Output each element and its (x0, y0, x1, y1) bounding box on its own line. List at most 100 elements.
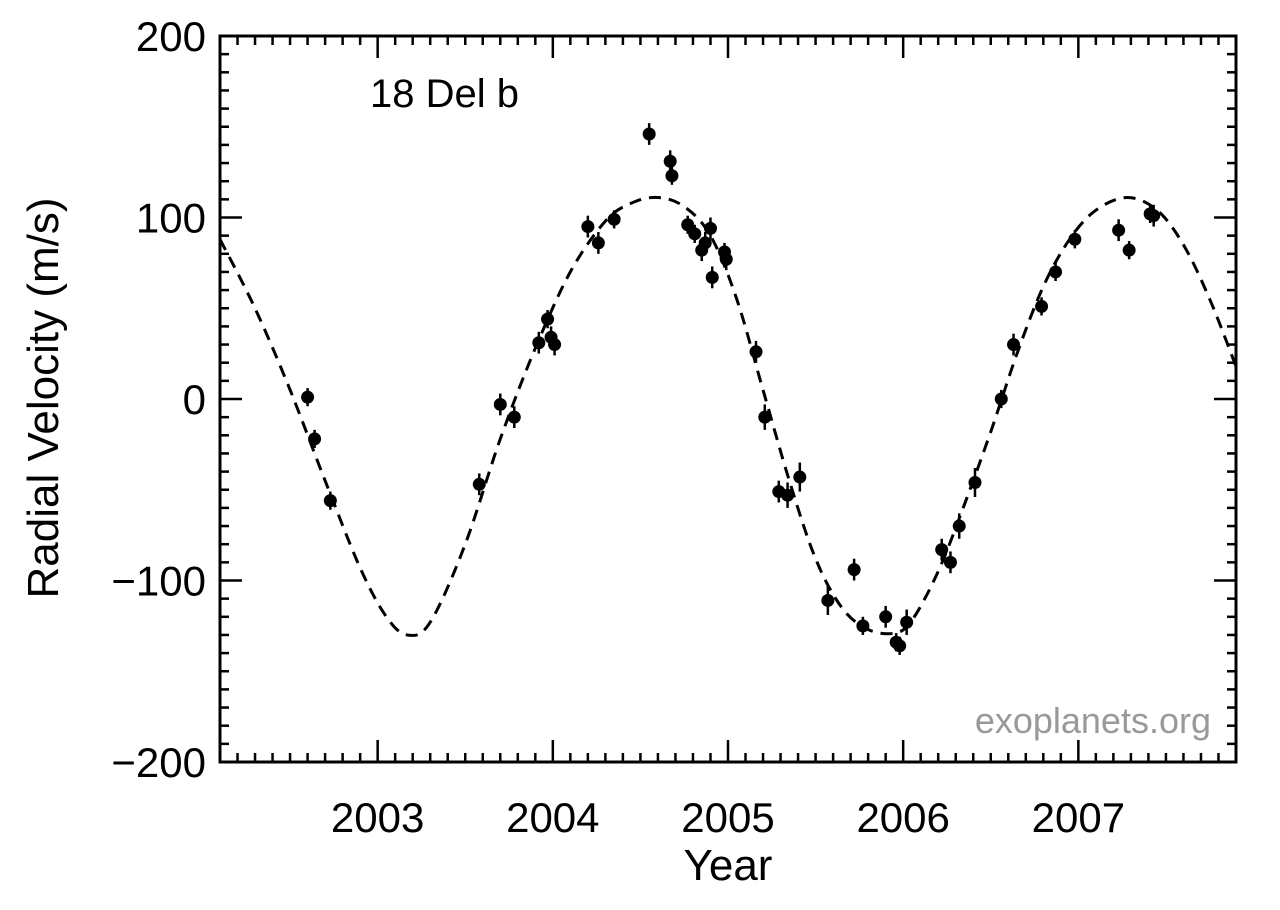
data-point (749, 340, 763, 363)
data-marker (749, 345, 763, 359)
axis-ticks-layer (218, 34, 1238, 764)
data-marker (879, 610, 893, 624)
y-tick-label: 100 (136, 195, 206, 242)
data-point (879, 605, 893, 628)
x-tick-label: 2004 (506, 794, 599, 841)
x-axis-title: Year (684, 841, 773, 890)
data-point (507, 406, 521, 429)
data-point (847, 558, 861, 581)
data-point (781, 482, 795, 508)
data-point (541, 310, 555, 329)
data-point (591, 232, 605, 254)
data-marker (301, 390, 315, 404)
data-point (1007, 333, 1021, 356)
data-marker (821, 593, 835, 607)
data-marker (994, 392, 1008, 406)
data-point (900, 609, 914, 635)
planet-name-annotation: 18 Del b (370, 72, 519, 116)
data-point (493, 393, 507, 416)
data-point (994, 389, 1008, 409)
data-marker (493, 397, 507, 411)
tick-labels-layer: 2003 2004 2005 2006 2007 −200 −100 0 100 200 (111, 13, 1125, 841)
data-marker (642, 127, 656, 141)
data-point (1147, 204, 1161, 227)
data-points-layer (301, 123, 1161, 655)
data-marker (893, 639, 907, 653)
data-point (1112, 219, 1126, 242)
data-marker (663, 154, 677, 168)
data-point (856, 616, 870, 635)
data-point (301, 388, 315, 407)
data-marker (688, 227, 702, 241)
data-marker (541, 312, 555, 326)
x-tick-label: 2005 (681, 794, 774, 841)
data-point (893, 636, 907, 655)
data-point (323, 491, 337, 510)
y-tick-label: 200 (136, 13, 206, 60)
data-point (698, 232, 712, 254)
data-point (1122, 241, 1136, 260)
data-point (705, 266, 719, 289)
data-marker (793, 470, 807, 484)
data-marker (943, 555, 957, 569)
data-point (1068, 230, 1082, 249)
data-point (472, 473, 486, 496)
data-point (532, 331, 546, 354)
x-tick-label: 2007 (1032, 794, 1125, 841)
y-axis-title: Radial Velocity (m/s) (19, 197, 68, 598)
data-point (1049, 262, 1063, 282)
y-tick-label: −100 (111, 558, 206, 605)
data-point (952, 513, 966, 539)
data-point (719, 248, 733, 271)
data-marker (532, 336, 546, 350)
data-marker (681, 218, 695, 232)
data-point (935, 538, 949, 561)
data-point (548, 333, 562, 356)
data-marker (856, 619, 870, 633)
data-point (821, 585, 835, 615)
data-marker (758, 410, 772, 424)
data-marker (935, 543, 949, 557)
data-marker (607, 212, 621, 226)
data-point (943, 551, 957, 574)
data-marker (1147, 209, 1161, 223)
data-marker (1049, 265, 1063, 279)
data-marker (952, 519, 966, 533)
watermark: exoplanets.org (975, 700, 1211, 741)
data-marker (1007, 338, 1021, 352)
data-point (642, 123, 656, 145)
data-marker (719, 252, 733, 266)
data-point (793, 462, 807, 492)
data-marker (968, 475, 982, 489)
data-marker (847, 563, 861, 577)
data-point (1035, 297, 1049, 316)
data-point (665, 166, 679, 185)
data-marker (781, 488, 795, 502)
data-marker (1068, 232, 1082, 246)
data-marker (705, 270, 719, 284)
data-marker (665, 169, 679, 183)
data-marker (581, 220, 595, 234)
data-marker (703, 221, 717, 235)
data-marker (1122, 243, 1136, 257)
data-marker (900, 615, 914, 629)
data-point (968, 467, 982, 498)
data-marker (308, 432, 322, 446)
data-marker (591, 236, 605, 250)
x-tick-label: 2006 (856, 794, 949, 841)
data-point (308, 429, 322, 449)
data-marker (507, 410, 521, 424)
data-marker (1112, 223, 1126, 237)
data-marker (548, 338, 562, 352)
data-point (581, 215, 595, 238)
y-tick-label: −200 (111, 739, 206, 786)
data-marker (323, 494, 337, 508)
data-marker (1035, 299, 1049, 313)
data-point (663, 150, 677, 173)
data-point (703, 217, 717, 240)
data-point (681, 215, 695, 234)
data-point (758, 404, 772, 430)
plot-frame (218, 34, 1238, 764)
x-tick-label: 2003 (331, 794, 424, 841)
